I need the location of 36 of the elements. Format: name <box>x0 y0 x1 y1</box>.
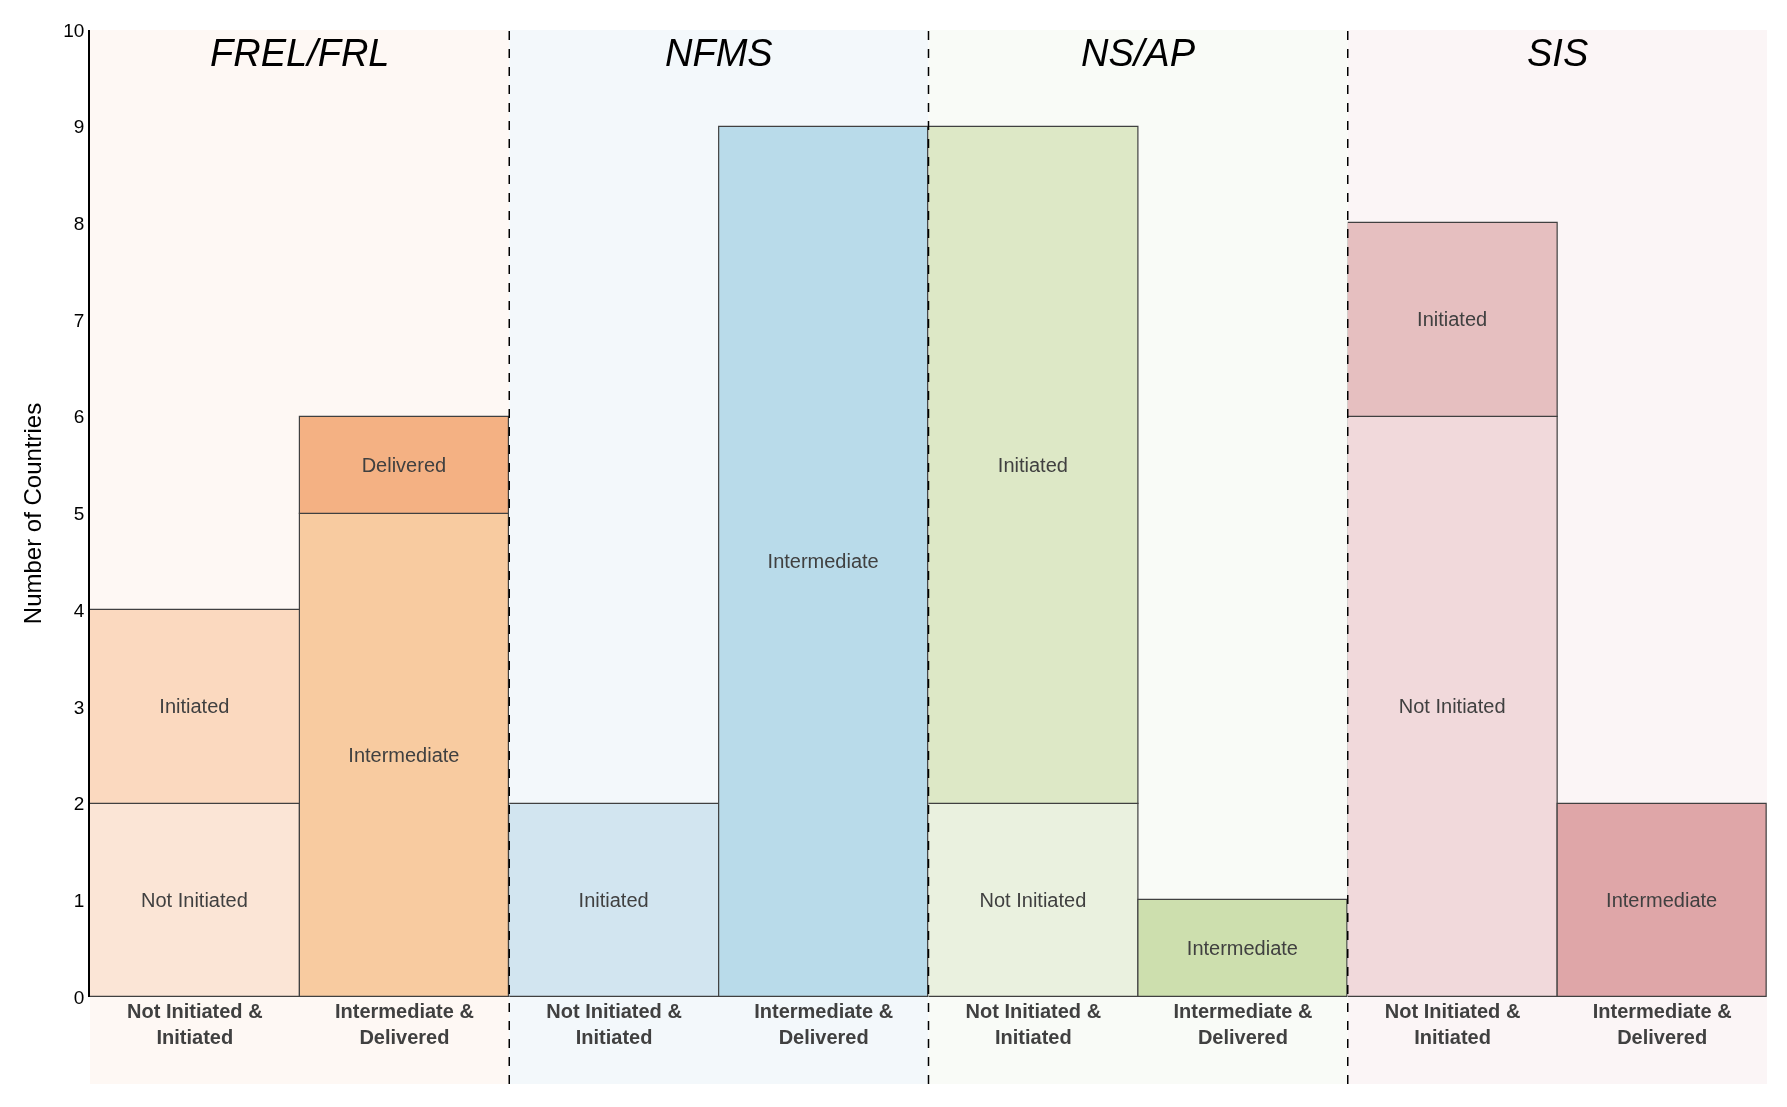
x-tick-label: Intermediate & Delivered <box>1592 1000 1732 1048</box>
data-label: Intermediate <box>348 743 460 766</box>
x-tick-label: Intermediate & Delivered <box>754 1000 894 1048</box>
y-tick-label: 2 <box>73 793 85 815</box>
y-axis-title: Number of Countries <box>18 402 46 625</box>
data-label: Initiated <box>159 695 230 718</box>
data-label: Intermediate <box>1606 888 1718 911</box>
x-tick-label: Intermediate & Delivered <box>334 1000 474 1048</box>
y-tick-label: 10 <box>63 19 85 41</box>
data-label: Initiated <box>997 453 1068 476</box>
y-tick-label: 5 <box>73 503 85 525</box>
chart-title: NFMS <box>665 32 773 74</box>
y-tick-label: 4 <box>73 599 85 621</box>
x-tick-label: Not Initiated & Initiated <box>127 1000 263 1048</box>
chart-title: FREL/FRL <box>210 32 390 74</box>
data-label: Initiated <box>578 888 649 911</box>
data-label: Not Initiated <box>141 888 248 911</box>
y-tick-label: 0 <box>73 986 85 1008</box>
data-label: Delivered <box>361 453 447 476</box>
data-label: Intermediate <box>1186 936 1298 959</box>
y-tick-label: 6 <box>73 406 85 428</box>
x-tick-label: Not Initiated & Initiated <box>1384 1000 1521 1048</box>
data-label: Not Initiated <box>979 888 1087 911</box>
x-tick-label: Not Initiated & Initiated <box>965 1000 1102 1048</box>
chart-title: NS/AP <box>1081 32 1196 74</box>
y-tick-label: 3 <box>73 696 85 718</box>
data-label: Intermediate <box>767 550 879 573</box>
chart-title: SIS <box>1527 32 1589 74</box>
x-tick-label: Intermediate & Delivered <box>1173 1000 1313 1048</box>
y-tick-label: 1 <box>73 889 85 911</box>
y-tick-label: 7 <box>73 309 85 331</box>
data-label: Initiated <box>1417 308 1488 331</box>
x-tick-label: Not Initiated & Initiated <box>546 1000 682 1048</box>
data-label: Not Initiated <box>1398 695 1506 718</box>
y-tick-label: 8 <box>73 213 85 235</box>
y-tick-label: 9 <box>73 116 85 138</box>
